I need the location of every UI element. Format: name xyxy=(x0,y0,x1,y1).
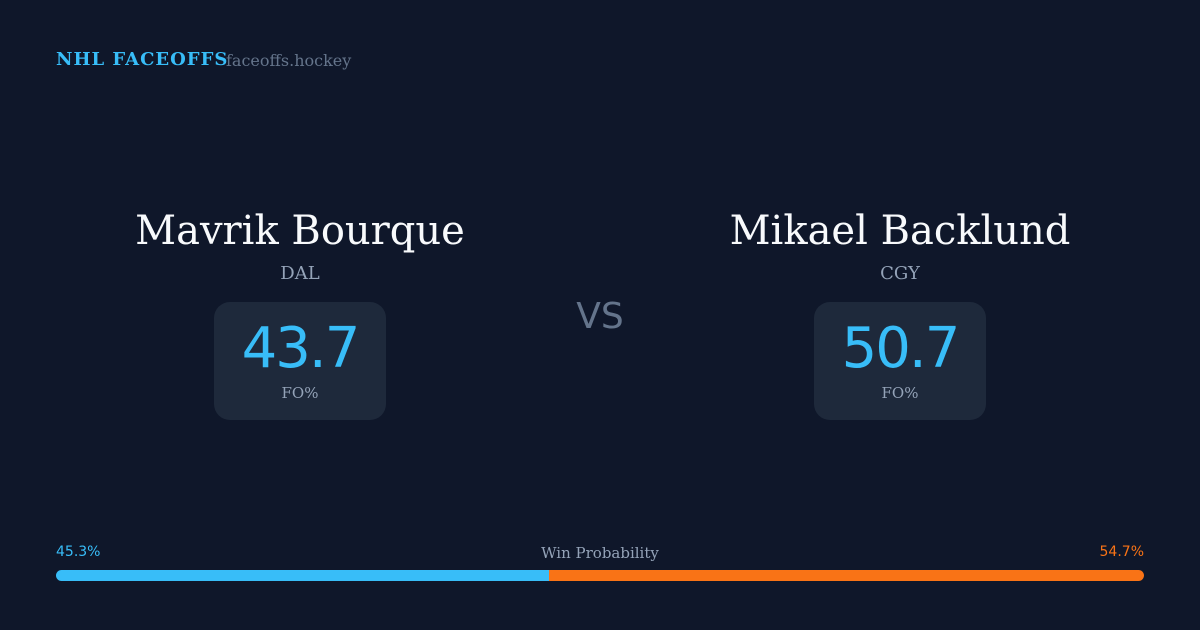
win-prob-right: 54.7% xyxy=(1099,544,1144,560)
vs-label: VS xyxy=(576,296,624,337)
site-url: faceoffs.hockey xyxy=(226,51,352,70)
win-prob-left-segment xyxy=(56,570,549,581)
fo-label: FO% xyxy=(281,384,319,402)
player-team: CGY xyxy=(880,263,920,284)
win-prob-label: Win Probability xyxy=(541,544,659,562)
win-prob-left: 45.3% xyxy=(56,544,101,560)
fo-card: 43.7 FO% xyxy=(214,302,386,420)
player-team: DAL xyxy=(280,263,320,284)
player-name: Mavrik Bourque xyxy=(135,208,465,254)
fo-value: 50.7 xyxy=(841,316,961,381)
fo-value: 43.7 xyxy=(241,316,361,381)
player-name: Mikael Backlund xyxy=(729,208,1071,254)
player-right: Mikael Backlund CGY 50.7 FO% xyxy=(650,205,1150,420)
fo-label: FO% xyxy=(881,384,919,402)
fo-card: 50.7 FO% xyxy=(814,302,986,420)
brand-title: NHL FACEOFFS xyxy=(56,49,229,70)
win-prob-right-segment xyxy=(548,570,1144,581)
player-left: Mavrik Bourque DAL 43.7 FO% xyxy=(50,205,550,420)
win-probability-bar xyxy=(56,570,1144,581)
